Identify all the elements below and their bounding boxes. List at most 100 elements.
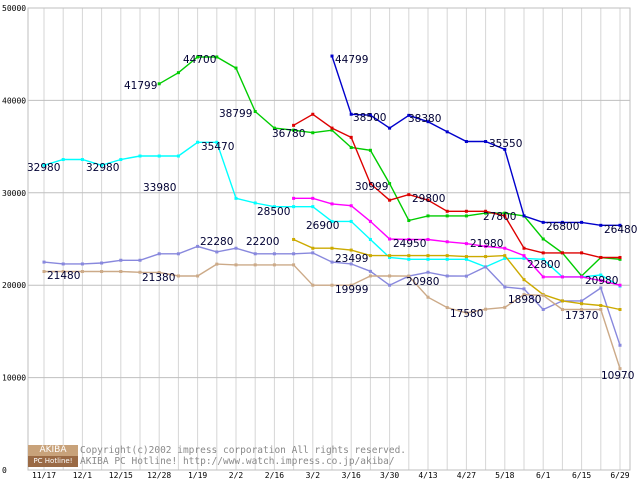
copyright-notice: Copyright(c)2002 impress corporation All… [80, 445, 406, 467]
data-point [522, 246, 526, 250]
data-point [426, 198, 430, 202]
logo-bottom-text: PC Hotline! [28, 456, 78, 467]
data-point [445, 274, 449, 278]
data-point [176, 71, 180, 75]
data-point [484, 307, 488, 311]
data-point [368, 148, 372, 152]
data-label: 26900 [306, 220, 339, 232]
data-point [560, 299, 564, 303]
data-label: 32980 [27, 162, 60, 174]
data-point [445, 130, 449, 134]
data-point [484, 265, 488, 269]
data-point [157, 82, 161, 86]
data-label: 26480 [604, 224, 637, 236]
data-point [464, 274, 468, 278]
data-point [80, 262, 84, 266]
x-tick-label: 12/15 [109, 471, 133, 480]
data-point [426, 237, 430, 241]
data-point [368, 113, 372, 117]
data-point [292, 123, 296, 127]
y-tick-label: 30000 [2, 189, 26, 198]
data-point [272, 126, 276, 130]
data-point [599, 273, 603, 277]
data-label: 32980 [86, 162, 119, 174]
data-label: 21980 [470, 238, 503, 250]
series-group [42, 54, 622, 371]
series-line [293, 197, 621, 286]
data-point [388, 283, 392, 287]
data-label: 17370 [565, 310, 598, 322]
data-point [388, 126, 392, 130]
data-point [311, 112, 315, 116]
data-label: 35550 [489, 138, 522, 150]
data-point [330, 219, 334, 223]
data-point [618, 343, 622, 347]
data-point [349, 283, 353, 287]
data-point [618, 257, 622, 261]
data-point [541, 237, 545, 241]
data-point [618, 367, 622, 371]
data-point [311, 251, 315, 255]
data-point [157, 154, 161, 158]
data-point [618, 223, 622, 227]
data-point [368, 182, 372, 186]
data-point [215, 262, 219, 266]
data-label: 19999 [335, 284, 368, 296]
x-tick-label: 11/17 [32, 471, 56, 480]
data-point [119, 270, 123, 274]
data-point [407, 193, 411, 197]
data-point [599, 286, 603, 290]
data-point [330, 126, 334, 130]
data-label: 36780 [272, 128, 305, 140]
series [292, 196, 622, 287]
data-point [560, 308, 564, 312]
data-point [349, 204, 353, 208]
data-label: 44700 [183, 54, 216, 66]
data-point [119, 258, 123, 262]
series-line [331, 55, 620, 226]
y-tick-label: 40000 [2, 96, 26, 105]
data-point [368, 219, 372, 223]
data-point [311, 246, 315, 250]
x-tick-label: 3/16 [342, 471, 361, 480]
data-point [176, 274, 180, 278]
data-point [503, 211, 507, 215]
data-label: 33980 [143, 182, 176, 194]
data-label: 38500 [353, 112, 386, 124]
data-point [292, 263, 296, 267]
x-tick-label: 6/15 [572, 471, 591, 480]
data-point [196, 274, 200, 278]
data-point [138, 270, 142, 274]
data-point [138, 154, 142, 158]
copyright-line-1: Copyright(c)2002 impress corporation All… [80, 445, 407, 456]
x-tick-label: 3/30 [380, 471, 399, 480]
data-point [560, 220, 564, 224]
series [292, 237, 622, 312]
data-point [388, 237, 392, 241]
data-point [330, 283, 334, 287]
data-point [503, 256, 507, 260]
data-point [464, 209, 468, 213]
data-label: 18980 [508, 294, 541, 306]
x-tick-label: 4/27 [457, 471, 476, 480]
data-label: 20980 [406, 276, 439, 288]
data-label: 26800 [546, 221, 579, 233]
data-point [100, 270, 104, 274]
data-point [580, 302, 584, 306]
data-point [407, 113, 411, 117]
data-label: 38799 [219, 108, 252, 120]
data-point [215, 140, 219, 144]
data-point [599, 255, 603, 259]
data-point [42, 270, 46, 274]
data-label: 24950 [393, 238, 426, 250]
data-point [503, 246, 507, 250]
data-point [522, 287, 526, 291]
data-point [349, 219, 353, 223]
y-tick-label: 50000 [2, 4, 26, 13]
data-point [522, 278, 526, 282]
data-point [388, 254, 392, 258]
data-point [42, 163, 46, 167]
akiba-logo: AKIBA PC Hotline! [28, 445, 78, 467]
data-point [234, 246, 238, 250]
